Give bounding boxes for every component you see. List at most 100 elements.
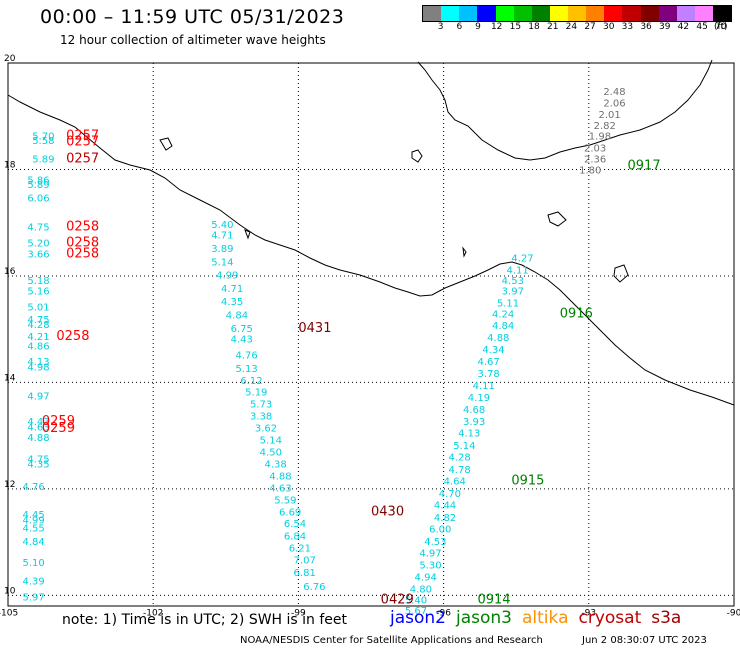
- pass-time-label: 0258: [66, 220, 99, 235]
- wave-height-value: 4.84: [226, 311, 248, 322]
- wave-height-value: 2.03: [584, 143, 606, 154]
- scale-swatch: [640, 6, 659, 21]
- wave-height-value: 5.59: [274, 495, 296, 506]
- lat-tick-label: 20: [4, 54, 16, 64]
- wave-height-value: 4.63: [27, 422, 49, 433]
- wave-height-value: 6.06: [27, 193, 49, 204]
- scale-swatch: [568, 6, 587, 21]
- wave-height-value: 6.84: [284, 531, 306, 542]
- scale-swatch: [531, 6, 550, 21]
- lat-tick-label: 12: [4, 480, 15, 490]
- wave-height-value: 4.24: [492, 309, 514, 320]
- wave-height-value: 4.13: [27, 357, 49, 368]
- satellite-legend-item: altika: [522, 608, 569, 628]
- lon-tick-label: -90: [727, 609, 740, 619]
- wave-height-value: 4.88: [27, 433, 49, 444]
- satellite-legend: jason2 jason3 altika cryosat s3a: [390, 608, 691, 628]
- wave-height-value: 2.48: [603, 87, 625, 98]
- wave-height-value: 5.30: [419, 561, 441, 572]
- wave-height-value: 3.97: [502, 287, 524, 298]
- wave-height-value: 4.99: [216, 271, 238, 282]
- scale-label: 6: [456, 22, 463, 32]
- scale-label: 12: [490, 22, 503, 32]
- wave-height-value: 6.21: [289, 544, 311, 555]
- wave-height-value: 3.62: [255, 423, 277, 434]
- wave-height-value: 5.14: [453, 441, 475, 452]
- scale-label: 33: [621, 22, 634, 32]
- pass-time-label: 0259: [42, 414, 75, 429]
- wave-height-value: 4.13: [458, 429, 480, 440]
- wave-height-value: 4.97: [419, 548, 441, 559]
- wave-height-value: 6.81: [294, 568, 316, 579]
- lon-tick-label: -105: [0, 609, 18, 619]
- wave-height-value: 4.35: [27, 460, 49, 471]
- wave-height-value: 4.39: [23, 577, 45, 588]
- wave-height-value: 4.28: [448, 453, 470, 464]
- wave-height-value: 5.40: [211, 220, 233, 231]
- wave-height-value: 4.76: [23, 482, 45, 493]
- scale-swatch: [459, 6, 478, 21]
- satellite-legend-item: s3a: [651, 608, 682, 628]
- wave-height-value: 4.19: [468, 393, 490, 404]
- wave-height-value: 4.84: [492, 321, 514, 332]
- scale-label: 15: [509, 22, 522, 32]
- lat-tick-label: 14: [4, 373, 16, 383]
- chart-subtitle: 12 hour collection of altimeter wave hei…: [60, 33, 326, 47]
- scale-swatch: [423, 6, 442, 21]
- pass-time-label: 0258: [66, 246, 99, 261]
- wave-height-value: 5.19: [245, 388, 267, 399]
- wave-height-value: 3.38: [250, 412, 272, 423]
- scale-swatch: [604, 6, 623, 21]
- satellite-legend-item: jason2: [390, 608, 446, 628]
- wave-height-value: 4.82: [434, 513, 456, 524]
- wave-height-value: 5.20: [27, 239, 49, 250]
- wave-height-value: 3.78: [477, 369, 499, 380]
- scale-label: 27: [584, 22, 596, 32]
- wave-height-value: 5.86: [27, 175, 49, 186]
- scale-label: 18: [528, 22, 540, 32]
- chart-title: 00:00 – 11:59 UTC 05/31/2023: [40, 6, 345, 28]
- scale-swatch: [713, 6, 732, 21]
- wave-height-value: 4.97: [27, 391, 49, 402]
- scale-swatch: [495, 6, 514, 21]
- scale-label: 70: [715, 22, 727, 32]
- wave-height-value: 4.45: [23, 510, 45, 521]
- wave-height-value: 4.67: [477, 357, 499, 368]
- wave-height-value: 4.78: [448, 465, 470, 476]
- scale-swatch: [549, 6, 568, 21]
- wave-height-value: 5.40: [405, 595, 427, 606]
- scale-label: 9: [475, 22, 481, 32]
- wave-height-value: 5.58: [32, 136, 54, 147]
- wave-height-value: 2.06: [603, 99, 625, 110]
- wave-height-value: 5.16: [27, 287, 49, 298]
- wave-height-value: 6.12: [240, 376, 262, 387]
- axis-tick-labels: -105 -102 -99 -96 -93 -90 20 18 16 14 12 10: [0, 54, 740, 619]
- wave-height-value: 2.82: [594, 121, 616, 132]
- scale-swatch: [441, 6, 460, 21]
- wave-height-value: 3.89: [211, 244, 233, 255]
- scale-swatch: [622, 6, 641, 21]
- generated-timestamp: Jun 2 08:30:07 UTC 2023: [582, 635, 707, 646]
- lat-tick-label: 10: [4, 586, 16, 596]
- wave-height-value: 4.55: [23, 523, 45, 534]
- pass-time-label: 0914: [477, 592, 510, 607]
- scale-label: 45: [696, 22, 708, 32]
- island-group: [159, 137, 629, 283]
- wave-height-value: 7.07: [294, 555, 316, 566]
- pass-time-label: 0917: [628, 158, 661, 173]
- wave-height-value: 5.73: [250, 399, 272, 410]
- scale-label: 42: [677, 22, 690, 32]
- lat-tick-label: 18: [4, 160, 16, 170]
- map-frame: [7, 62, 735, 607]
- coastline-mexico: [7, 94, 735, 406]
- scale-swatch: [676, 6, 695, 21]
- wave-height-value: 4.86: [27, 341, 49, 352]
- wave-height-value: 4.99: [23, 515, 45, 526]
- scale-label: 24: [565, 22, 578, 32]
- scale-swatch: [694, 6, 713, 21]
- color-scale-unit: (ft): [714, 22, 728, 32]
- wave-height-value: 4.27: [511, 254, 533, 265]
- wave-height-value: 5.70: [32, 132, 54, 143]
- lat-tick-label: 16: [4, 267, 16, 277]
- wave-height-value: 4.63: [269, 484, 291, 495]
